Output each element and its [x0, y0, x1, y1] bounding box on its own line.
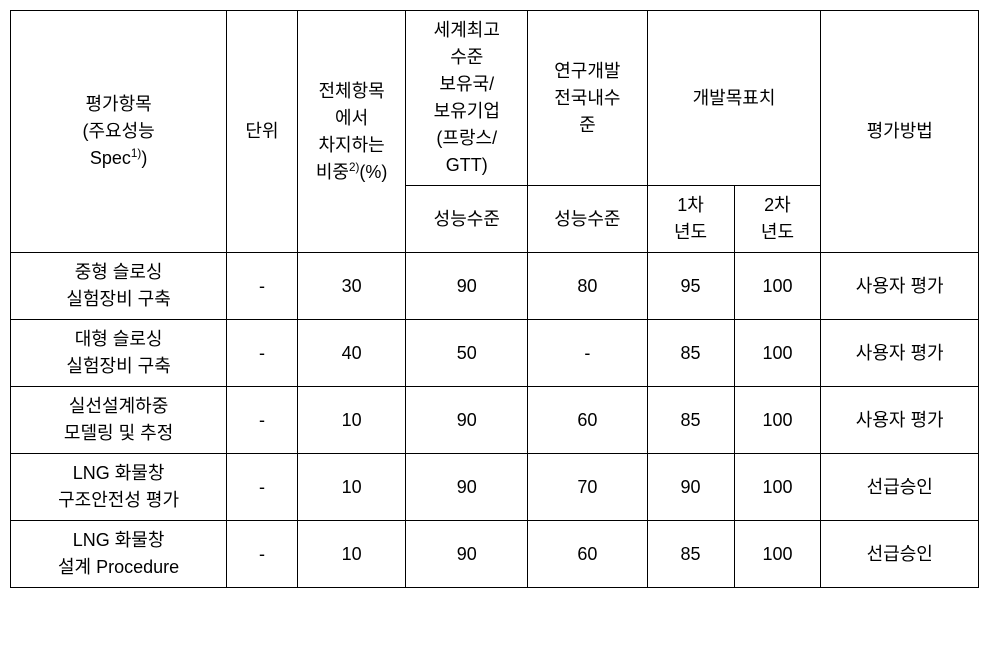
header-weight-line2: 에서 [335, 108, 368, 128]
cell-year1: 85 [647, 521, 734, 588]
header-row-1: 평가항목 (주요성능 Spec1)) 단위 전체항목 에서 차지하는 비중2)(… [11, 11, 979, 186]
cell-year1: 95 [647, 253, 734, 320]
header-weight-line1: 전체항목 [318, 81, 384, 101]
subheader-year1-line1: 1차 [677, 195, 704, 215]
cell-world: 90 [406, 387, 528, 454]
header-item-line2: (주요성능 [82, 121, 154, 141]
header-world-line6-suffix: ) [482, 155, 488, 175]
header-world-line2: 수준 [450, 47, 483, 67]
cell-weight: 40 [297, 320, 406, 387]
table-row: 실선설계하중모델링 및 추정-10906085100사용자 평가 [11, 387, 979, 454]
cell-year1: 90 [647, 454, 734, 521]
cell-unit: - [227, 521, 298, 588]
cell-year2: 100 [734, 320, 821, 387]
header-world-line3: 보유국/ [439, 74, 494, 94]
header-weight-line4-prefix: 비중 [316, 162, 349, 182]
header-world: 세계최고 수준 보유국/ 보유기업 (프랑스/ GTT) [406, 11, 528, 186]
cell-item-line2: 실험장비 구축 [66, 356, 170, 376]
cell-weight: 10 [297, 387, 406, 454]
cell-item-line1: LNG 화물창 [73, 530, 165, 550]
cell-item-line1: LNG 화물창 [73, 463, 165, 483]
cell-item-line1: 중형 슬로싱 [75, 262, 163, 282]
subheader-domestic-level: 성능수준 [528, 186, 648, 253]
table-row: 대형 슬로싱실험장비 구축-4050-85100사용자 평가 [11, 320, 979, 387]
header-world-line1: 세계최고 [434, 20, 500, 40]
cell-unit: - [227, 253, 298, 320]
cell-item-line2: 구조안전성 평가 [58, 490, 179, 510]
cell-item-line1: 대형 슬로싱 [75, 329, 163, 349]
header-method: 평가방법 [821, 11, 979, 253]
header-item-line3-suffix: ) [141, 148, 147, 168]
cell-year2: 100 [734, 253, 821, 320]
table-row: LNG 화물창구조안전성 평가-10907090100선급승인 [11, 454, 979, 521]
evaluation-table: 평가항목 (주요성능 Spec1)) 단위 전체항목 에서 차지하는 비중2)(… [10, 10, 979, 588]
subheader-year2-line1: 2차 [764, 195, 791, 215]
cell-unit: - [227, 320, 298, 387]
cell-item-line1: 실선설계하중 [69, 396, 168, 416]
cell-world: 90 [406, 253, 528, 320]
table-row: 중형 슬로싱실험장비 구축-30908095100사용자 평가 [11, 253, 979, 320]
cell-year2: 100 [734, 521, 821, 588]
cell-item-line2: 설계 Procedure [58, 557, 179, 577]
cell-item: 중형 슬로싱실험장비 구축 [11, 253, 227, 320]
cell-domestic: 80 [528, 253, 648, 320]
cell-domestic: 60 [528, 387, 648, 454]
cell-weight: 10 [297, 454, 406, 521]
cell-item: LNG 화물창구조안전성 평가 [11, 454, 227, 521]
cell-method: 선급승인 [821, 521, 979, 588]
cell-weight: 10 [297, 521, 406, 588]
cell-world: 90 [406, 454, 528, 521]
table-header: 평가항목 (주요성능 Spec1)) 단위 전체항목 에서 차지하는 비중2)(… [11, 11, 979, 253]
cell-item-line2: 모델링 및 추정 [64, 423, 173, 443]
cell-year2: 100 [734, 387, 821, 454]
header-weight-sup: 2) [349, 161, 359, 174]
subheader-year1-line2: 년도 [674, 222, 707, 242]
cell-year2: 100 [734, 454, 821, 521]
subheader-world-level: 성능수준 [406, 186, 528, 253]
cell-weight: 30 [297, 253, 406, 320]
cell-method: 사용자 평가 [821, 320, 979, 387]
header-unit: 단위 [227, 11, 298, 253]
header-domestic-line3: 준 [579, 115, 596, 135]
subheader-year2: 2차 년도 [734, 186, 821, 253]
cell-item: 실선설계하중모델링 및 추정 [11, 387, 227, 454]
cell-year1: 85 [647, 387, 734, 454]
header-domestic-line2: 전국내수 [554, 88, 620, 108]
header-world-line6-prefix: GTT [446, 155, 482, 175]
header-item: 평가항목 (주요성능 Spec1)) [11, 11, 227, 253]
cell-domestic: - [528, 320, 648, 387]
header-item-line3-prefix: Spec [90, 148, 131, 168]
cell-unit: - [227, 387, 298, 454]
header-world-line5: (프랑스/ [436, 128, 497, 148]
cell-world: 50 [406, 320, 528, 387]
table-body: 중형 슬로싱실험장비 구축-30908095100사용자 평가대형 슬로싱실험장… [11, 253, 979, 588]
cell-unit: - [227, 454, 298, 521]
header-weight-line3: 차지하는 [318, 135, 384, 155]
subheader-year2-line2: 년도 [761, 222, 794, 242]
cell-world: 90 [406, 521, 528, 588]
cell-domestic: 70 [528, 454, 648, 521]
cell-domestic: 60 [528, 521, 648, 588]
cell-item: LNG 화물창설계 Procedure [11, 521, 227, 588]
header-weight-line4-suffix: (%) [359, 162, 387, 182]
table-row: LNG 화물창설계 Procedure-10906085100선급승인 [11, 521, 979, 588]
cell-year1: 85 [647, 320, 734, 387]
header-world-line4: 보유기업 [434, 101, 500, 121]
cell-method: 선급승인 [821, 454, 979, 521]
cell-item: 대형 슬로싱실험장비 구축 [11, 320, 227, 387]
header-target: 개발목표치 [647, 11, 821, 186]
header-item-line1: 평가항목 [85, 94, 151, 114]
header-domestic-line1: 연구개발 [554, 61, 620, 81]
cell-method: 사용자 평가 [821, 387, 979, 454]
header-domestic: 연구개발 전국내수 준 [528, 11, 648, 186]
header-item-sup: 1) [131, 147, 141, 160]
cell-item-line2: 실험장비 구축 [66, 289, 170, 309]
cell-method: 사용자 평가 [821, 253, 979, 320]
header-weight: 전체항목 에서 차지하는 비중2)(%) [297, 11, 406, 253]
subheader-year1: 1차 년도 [647, 186, 734, 253]
